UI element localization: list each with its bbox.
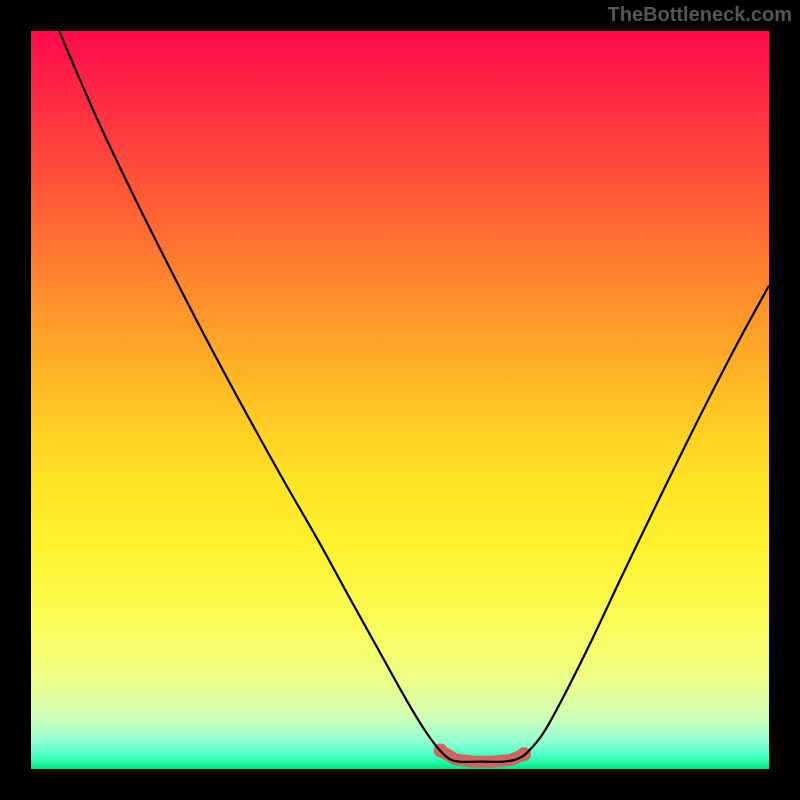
chart-container: TheBottleneck.com: [0, 0, 800, 800]
watermark-text: TheBottleneck.com: [608, 4, 792, 27]
plot-background: [31, 31, 769, 769]
bottleneck-chart: [0, 0, 800, 800]
